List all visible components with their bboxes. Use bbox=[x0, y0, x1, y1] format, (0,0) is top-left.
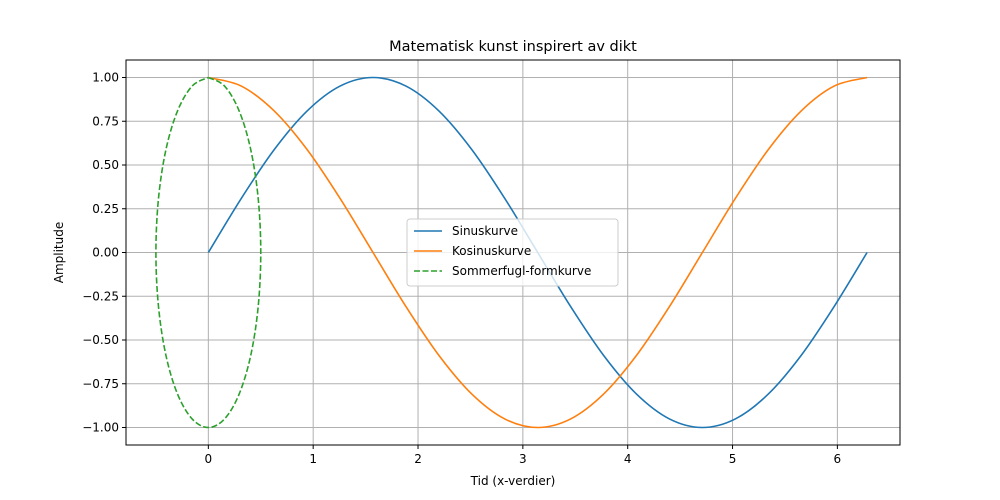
x-tick-label: 1 bbox=[309, 452, 317, 466]
series-line-3 bbox=[155, 76, 262, 429]
y-tick-label: 1.00 bbox=[92, 71, 119, 85]
y-tick-label: −0.75 bbox=[82, 377, 119, 391]
x-tick-label: 2 bbox=[414, 452, 422, 466]
x-tick-label: 3 bbox=[519, 452, 527, 466]
x-tick-label: 5 bbox=[729, 452, 737, 466]
y-axis: −1.00 −0.75 −0.50 −0.25 0.00 0.25 0.50 0.75 1.00 bbox=[82, 71, 126, 435]
x-tick-label: 6 bbox=[834, 452, 842, 466]
y-tick-label: 0.50 bbox=[92, 158, 119, 172]
y-tick-label: 0.75 bbox=[92, 114, 119, 128]
series-line-2 bbox=[208, 76, 868, 429]
x-axis-label: Tid (x-verdier) bbox=[470, 474, 556, 488]
legend-label-3: Sommerfugl-formkurve bbox=[452, 264, 591, 278]
y-tick-label: −0.50 bbox=[82, 333, 119, 347]
grid bbox=[126, 60, 900, 445]
y-tick-label: −1.00 bbox=[82, 421, 119, 435]
legend: Sinuskurve Kosinuskurve Sommerfugl-formkur… bbox=[406, 218, 619, 287]
y-tick-label: −0.25 bbox=[82, 289, 119, 303]
legend-label-2: Kosinuskurve bbox=[452, 244, 531, 258]
x-tick-label: 4 bbox=[624, 452, 632, 466]
x-tick-label: 0 bbox=[205, 452, 213, 466]
legend-label-1: Sinuskurve bbox=[452, 224, 518, 238]
legend-box bbox=[406, 218, 619, 287]
y-axis-label: Amplitude bbox=[52, 222, 66, 284]
x-axis: 0 1 2 3 4 5 6 bbox=[205, 445, 842, 466]
chart-title: Matematisk kunst inspirert av dikt bbox=[389, 39, 637, 55]
y-tick-label: 0.00 bbox=[92, 246, 119, 260]
y-tick-label: 0.25 bbox=[92, 202, 119, 216]
